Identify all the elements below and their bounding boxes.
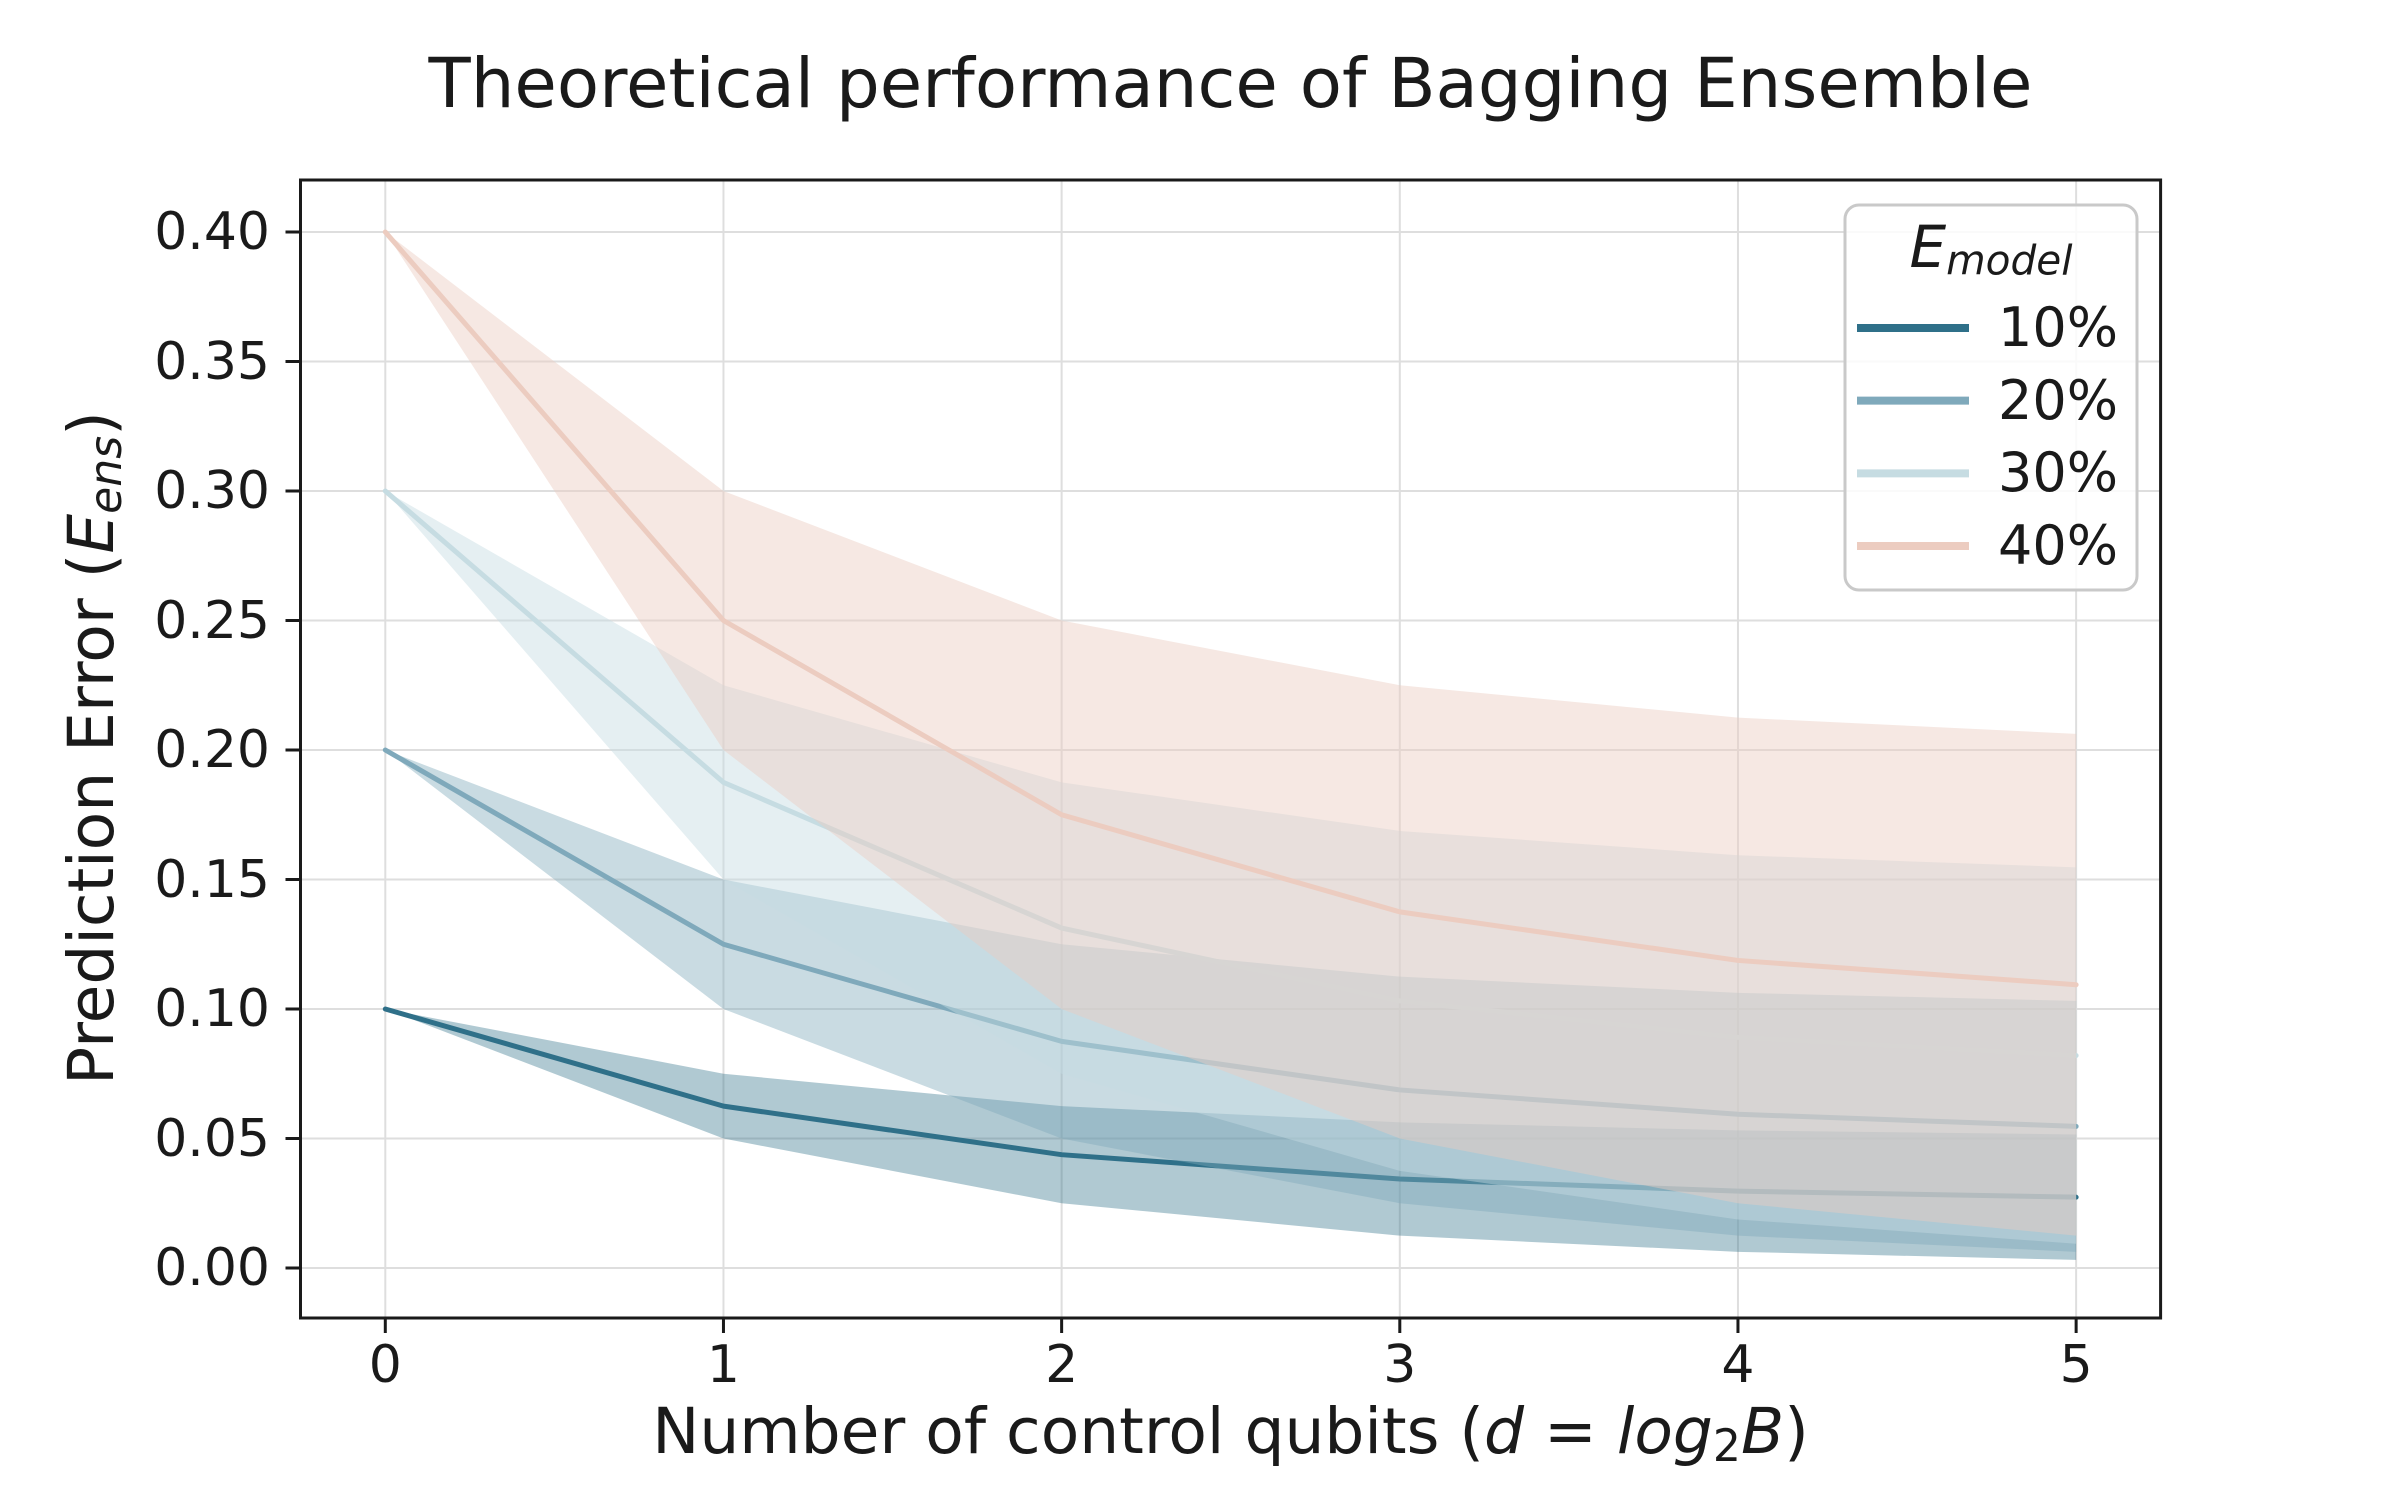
- label-part: ): [55, 411, 128, 436]
- series-band-40%: [385, 232, 2077, 1236]
- label-part: model: [1946, 236, 2073, 285]
- series-band-20%: [385, 750, 2077, 1252]
- y-tick-label: 0.15: [154, 849, 270, 910]
- label-part: d: [1484, 1395, 1524, 1468]
- x-tick-label: 5: [2059, 1335, 2093, 1395]
- x-tick-label: 1: [706, 1335, 740, 1395]
- label-part: E: [1909, 213, 1947, 281]
- legend-title: Emodel: [1845, 213, 2137, 284]
- label-part: log: [1616, 1395, 1713, 1468]
- x-tick-label: 3: [1383, 1335, 1417, 1395]
- y-tick-label: 0.05: [154, 1108, 270, 1169]
- x-axis-label: Number of control qubits (d = log2B): [300, 1400, 2161, 1469]
- series-line-30%: [382, 488, 2079, 1059]
- y-tick-label: 0.10: [154, 979, 270, 1039]
- label-part: ): [1784, 1395, 1809, 1468]
- label-part: 2: [1712, 1420, 1741, 1472]
- legend-label-20%: 20%: [1998, 368, 2119, 432]
- label-part: E: [55, 513, 128, 554]
- series-line-10%: [382, 1006, 2079, 1200]
- y-tick-label: 0.20: [154, 720, 270, 780]
- label-part: =: [1524, 1395, 1617, 1468]
- series-band-10%: [385, 1009, 2077, 1260]
- legend-label-30%: 30%: [1998, 441, 2119, 505]
- y-tick-label: 0.00: [154, 1238, 270, 1298]
- x-tick-label: 0: [368, 1335, 402, 1395]
- chart-title: Theoretical performance of Bagging Ensem…: [428, 44, 2033, 124]
- series-band-30%: [385, 491, 2077, 1244]
- x-tick-label: 2: [1045, 1335, 1079, 1395]
- axes-spines: [299, 178, 2163, 1320]
- y-tick-label: 0.40: [154, 202, 270, 262]
- y-tick-label: 0.35: [154, 331, 270, 392]
- y-tick-label: 0.30: [154, 461, 270, 521]
- label-part: B: [1740, 1395, 1785, 1468]
- y-tick-label: 0.25: [154, 590, 270, 651]
- series-line-40%: [382, 229, 2079, 988]
- series-line-20%: [382, 747, 2079, 1129]
- legend-box: [1843, 203, 2139, 592]
- x-tick-label: 4: [1721, 1335, 1755, 1395]
- legend-label-10%: 10%: [1998, 296, 2119, 359]
- label-part: Number of control qubits (: [652, 1395, 1484, 1468]
- legend-label-40%: 40%: [1998, 513, 2119, 577]
